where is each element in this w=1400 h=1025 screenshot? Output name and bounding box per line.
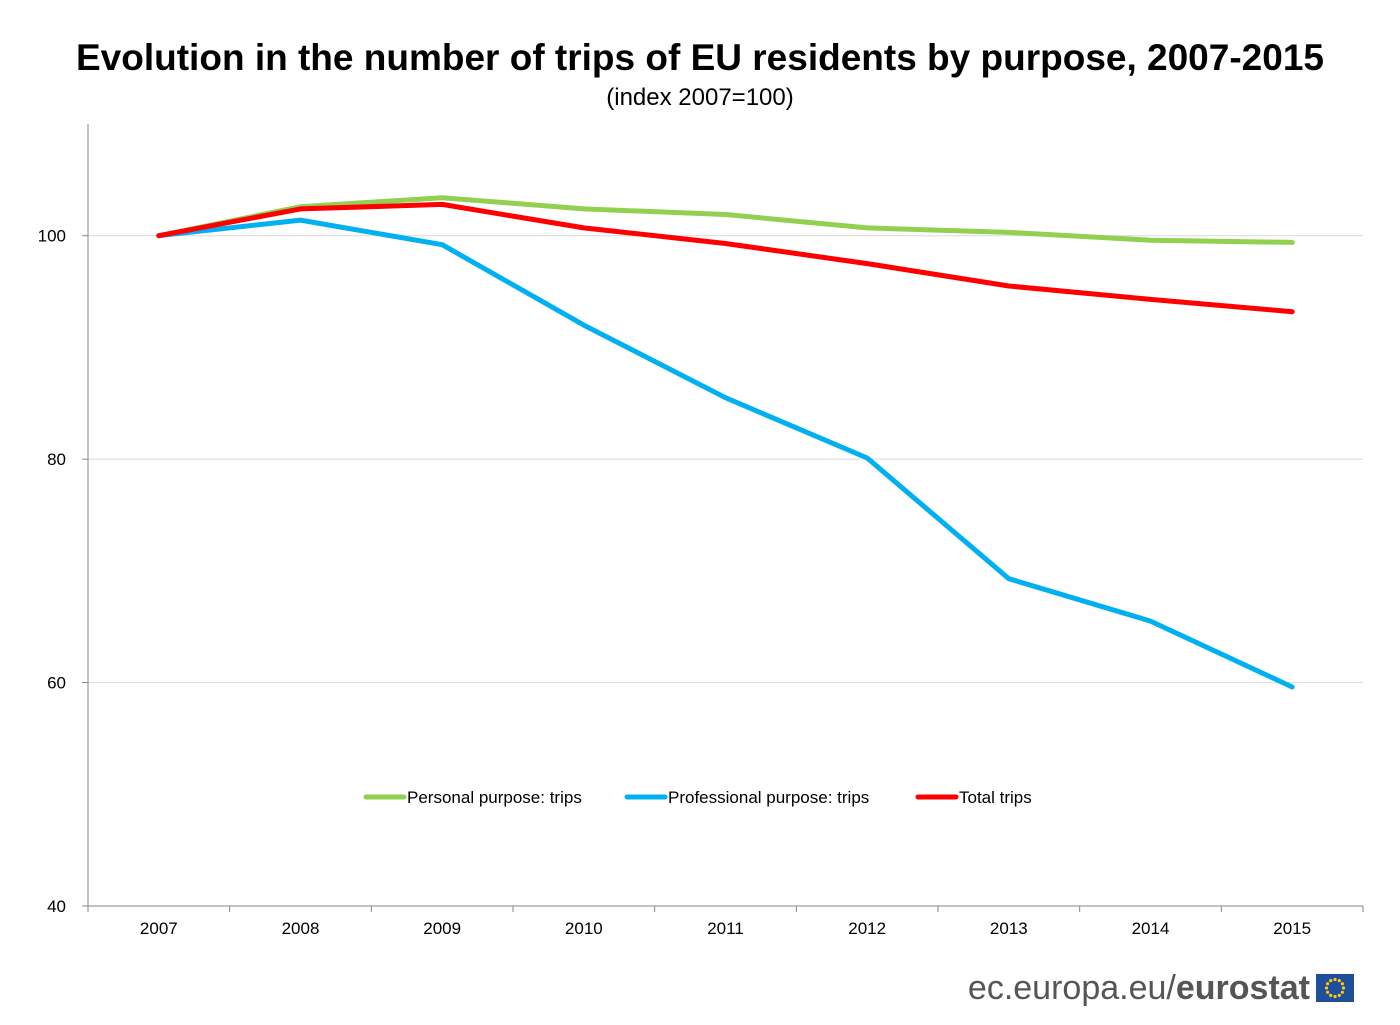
series-line-professional-purpose-trips — [156, 217, 1295, 690]
line-chart: 40 60 80 100 2007 2008 2009 2010 2011 2012 2013 201… — [38, 124, 1364, 938]
x-tick-label: 2012 — [848, 919, 886, 938]
y-tick-label: 40 — [47, 897, 66, 916]
legend-label-professional-purpose-trips: Professional purpose: trips — [668, 788, 869, 807]
x-tick-label: 2009 — [423, 919, 461, 938]
x-tick-label: 2007 — [140, 919, 178, 938]
eurostat-footer: ec.europa.eu/ eurostat — [968, 966, 1354, 1010]
chart-title: Evolution in the number of trips of EU r… — [76, 37, 1324, 78]
legend-label-personal-purpose-trips: Personal purpose: trips — [407, 788, 582, 807]
y-tick-label: 60 — [47, 674, 66, 693]
axes: 40 60 80 100 2007 2008 2009 2010 2011 2012 2013 201… — [38, 124, 1364, 938]
x-tick-label: 2013 — [990, 919, 1028, 938]
x-tick-label: 2014 — [1132, 919, 1170, 938]
x-tick-label: 2010 — [565, 919, 603, 938]
series-line-total-trips — [156, 201, 1295, 315]
y-tick-label: 100 — [38, 227, 66, 246]
footer-brand: eurostat — [1175, 968, 1310, 1007]
legend: Personal purpose: trips Professional purp… — [363, 788, 1032, 807]
eu-flag-icon — [1316, 974, 1354, 1002]
legend-label-total-trips: Total trips — [959, 788, 1032, 807]
y-tick-label: 80 — [47, 450, 66, 469]
x-tick-label: 2015 — [1273, 919, 1311, 938]
x-tick-label: 2011 — [707, 919, 744, 938]
x-tick-label: 2008 — [282, 919, 320, 938]
series-lines — [156, 195, 1295, 690]
gridlines — [88, 235, 1363, 684]
footer-domain: ec.europa.eu/ — [967, 968, 1176, 1007]
chart-subtitle: (index 2007=100) — [606, 84, 794, 111]
